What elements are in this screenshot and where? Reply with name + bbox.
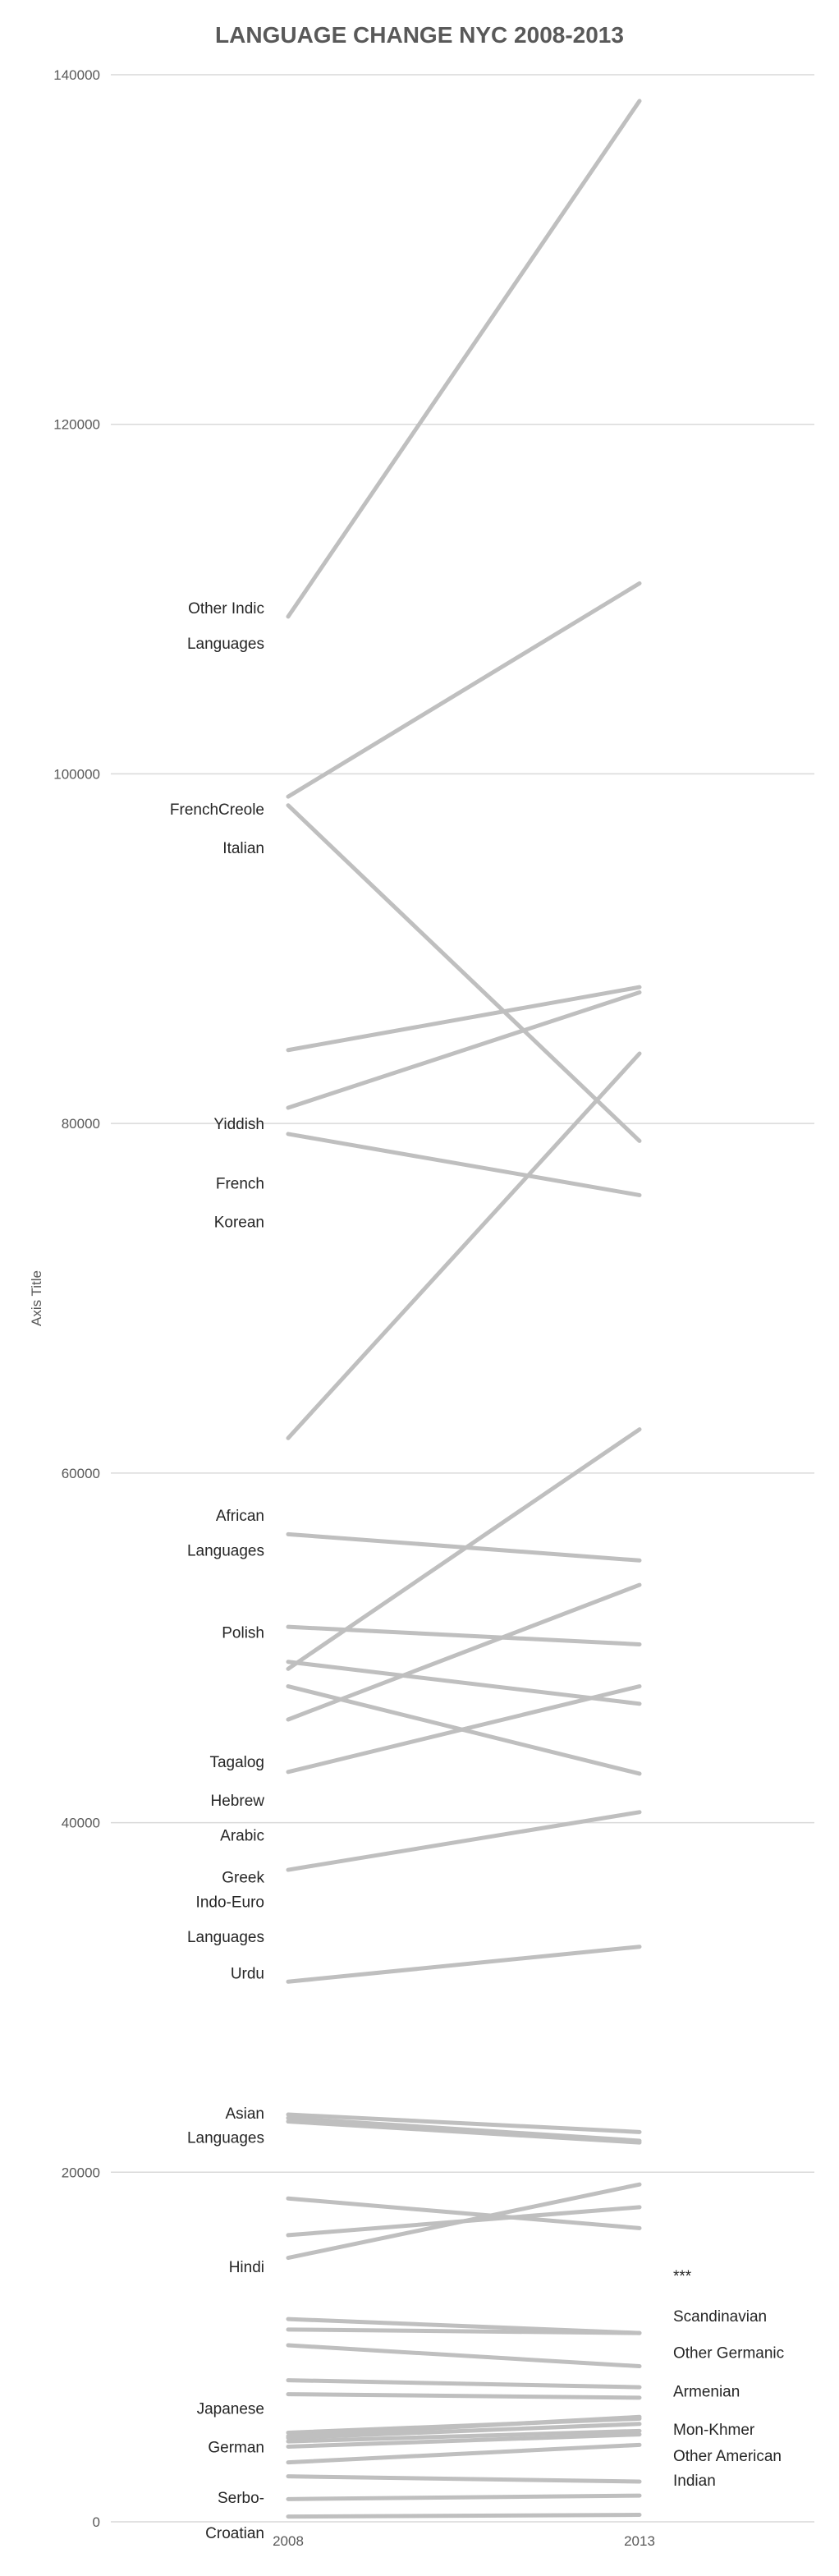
y-tick-labels: 0 20000 40000 60000 80000 100000 120000 140000 (53, 67, 100, 2530)
left-series-label: Yiddish (213, 1116, 264, 1133)
series-line (286, 2119, 642, 2145)
y-tick-label: 100000 (53, 766, 100, 782)
right-series-label: Other Germanic (673, 2345, 784, 2362)
series-line (286, 2442, 642, 2465)
series-line (286, 1132, 642, 1197)
series-line (286, 2196, 642, 2230)
right-series-label: Indian (673, 2473, 716, 2490)
series-line (286, 2422, 642, 2441)
left-series-label: Languages (187, 2130, 264, 2147)
y-tick-label: 60000 (62, 1466, 100, 1481)
chart-title: LANGUAGE CHANGE NYC 2008-2013 (215, 22, 624, 48)
left-series-label: French (216, 1176, 264, 1193)
left-series-label: Japanese (197, 2401, 264, 2418)
gridlines (111, 74, 814, 2523)
left-series-label: African (216, 1508, 264, 1525)
right-series-label: Other American (673, 2448, 782, 2465)
series-line (286, 2493, 642, 2501)
y-tick-label: 80000 (62, 1116, 100, 1132)
left-series-label: Languages (187, 1543, 264, 1560)
left-series-label: Korean (214, 1214, 264, 1231)
series-line (286, 2432, 642, 2449)
left-series-label: Croatian (205, 2525, 264, 2542)
series-line (286, 2378, 642, 2390)
left-series-label: Italian (222, 840, 264, 857)
series-line (286, 990, 642, 1110)
series-line (286, 1624, 642, 1646)
series-line (286, 2512, 642, 2519)
series-line (286, 1684, 642, 1775)
series-lines (286, 99, 642, 2519)
left-series-label: Languages (187, 1929, 264, 1946)
x-tick-label: 2008 (273, 2533, 304, 2549)
left-series-label: Greek (222, 1870, 264, 1887)
series-line (286, 1945, 642, 1984)
series-line (286, 1582, 642, 1722)
series-line (286, 2392, 642, 2400)
left-series-label: FrenchCreole (170, 801, 264, 819)
right-series-label: Scandinavian (673, 2308, 767, 2326)
right-series-label: *** (673, 2268, 692, 2285)
series-line (286, 99, 642, 619)
left-series-label: Languages (187, 636, 264, 653)
left-series-label: Indo-Euro (196, 1894, 264, 1911)
left-series-label: Asian (225, 2105, 264, 2123)
series-line (286, 2428, 642, 2444)
series-line (286, 2182, 642, 2261)
y-tick-label: 120000 (53, 417, 100, 433)
left-series-label: Arabic (220, 1827, 264, 1844)
series-line (286, 1660, 642, 1706)
x-tick-label: 2013 (624, 2533, 655, 2549)
left-series-label: Serbo- (218, 2490, 264, 2507)
series-line (286, 2343, 642, 2369)
series-line (286, 1427, 642, 1671)
series-line (286, 985, 642, 1053)
left-series-label: German (208, 2439, 264, 2456)
series-line (286, 1810, 642, 1872)
y-tick-label: 20000 (62, 2165, 100, 2180)
y-tick-label: 40000 (62, 1816, 100, 1831)
left-series-label: Polish (222, 1625, 264, 1642)
series-line (286, 1051, 642, 1440)
series-line (286, 581, 642, 799)
right-series-label: Mon-Khmer (673, 2422, 755, 2439)
left-series-label: Hindi (229, 2259, 264, 2276)
y-axis-title: Axis Title (29, 1270, 44, 1326)
right-series-label: Armenian (673, 2383, 740, 2400)
x-tick-labels: 2008 2013 (273, 2533, 655, 2549)
left-series-label: Hebrew (211, 1793, 265, 1810)
y-tick-label: 140000 (53, 67, 100, 83)
category-labels: Other Indic Languages FrenchCreole Italian Y… (170, 600, 784, 2542)
series-line (286, 2414, 642, 2439)
left-series-label: Tagalog (209, 1754, 264, 1771)
series-line (286, 2327, 642, 2335)
series-line (286, 2474, 642, 2484)
series-line (286, 2112, 642, 2134)
y-tick-label: 0 (93, 2514, 100, 2530)
series-line (286, 803, 642, 1143)
left-series-label: Urdu (231, 1966, 264, 1983)
left-series-label: Other Indic (188, 600, 264, 618)
